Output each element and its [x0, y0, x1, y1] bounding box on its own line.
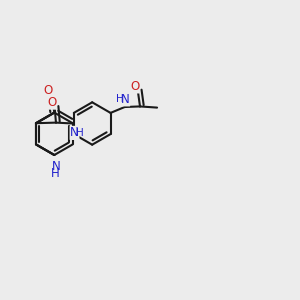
Text: H: H [116, 94, 124, 104]
Text: H: H [76, 128, 84, 138]
Text: O: O [47, 96, 56, 109]
Text: O: O [44, 84, 53, 97]
Text: H: H [50, 167, 59, 180]
Text: O: O [130, 80, 139, 93]
Text: N: N [121, 93, 130, 106]
Text: N: N [51, 160, 60, 173]
Text: N: N [70, 126, 79, 140]
